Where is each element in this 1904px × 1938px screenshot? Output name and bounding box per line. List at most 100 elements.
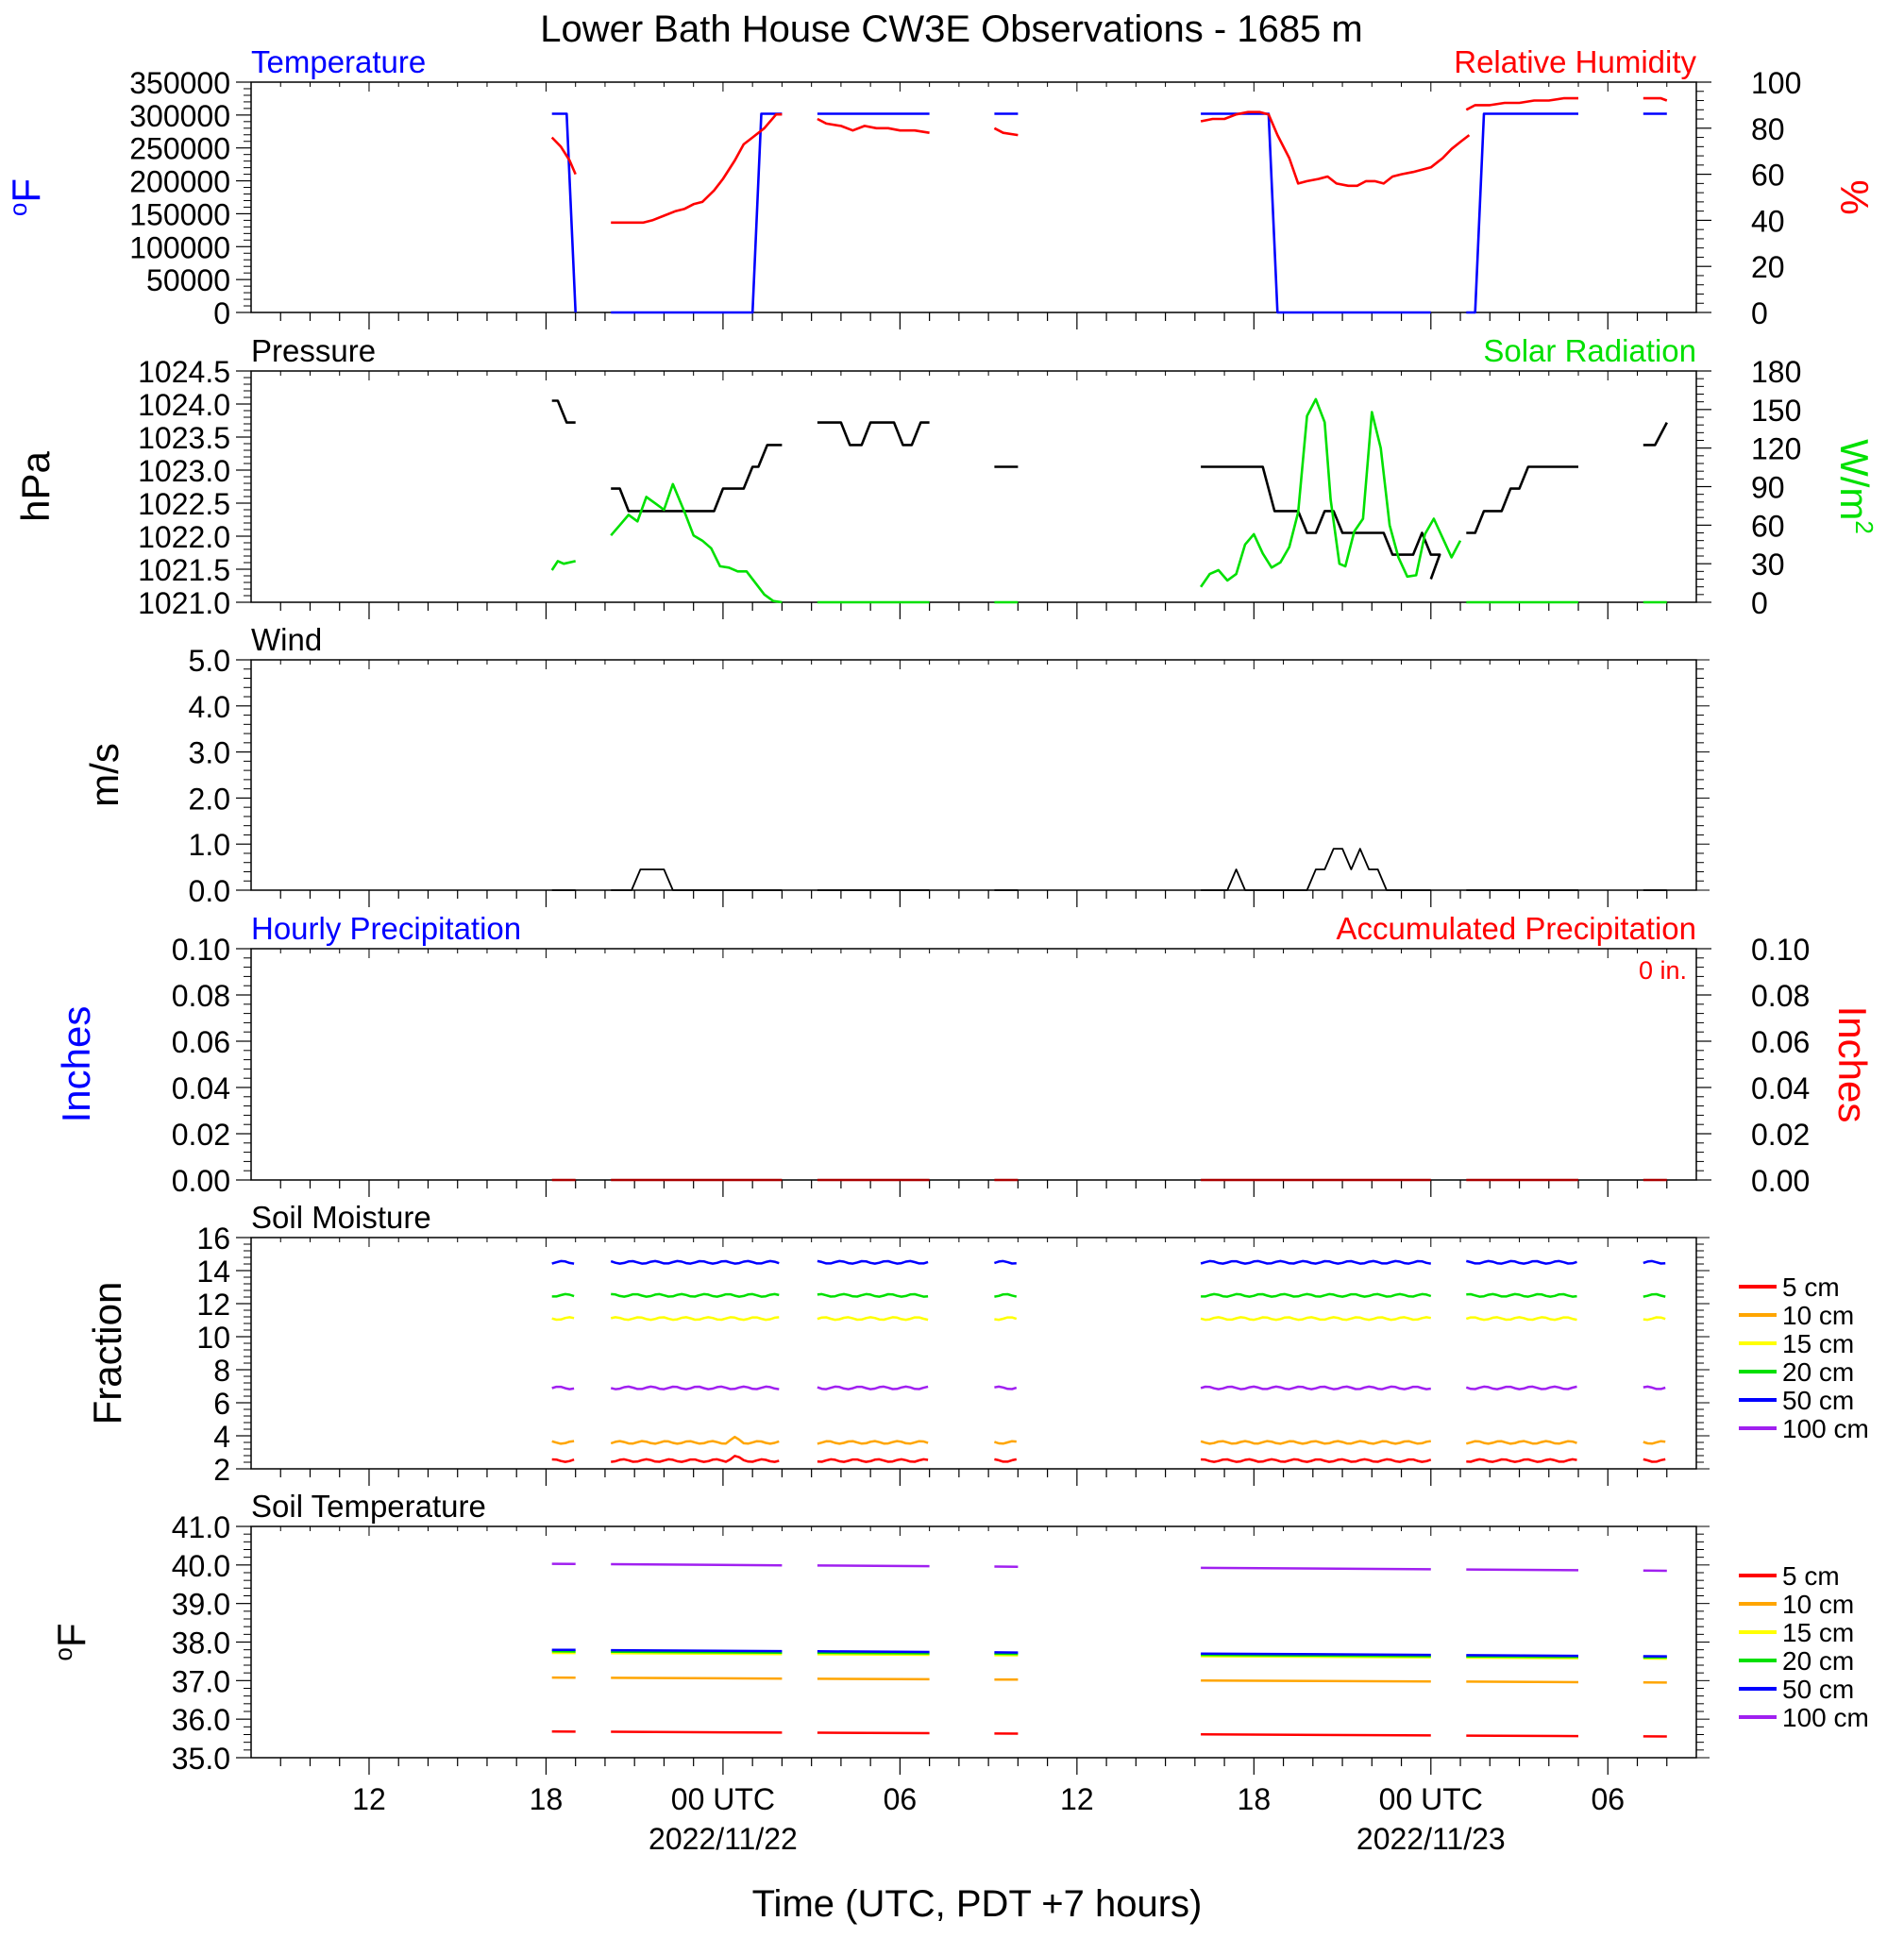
x-axis-label: Time (UTC, PDT +7 hours) (752, 1883, 1203, 1925)
y2-tick-label: 60 (1751, 159, 1785, 193)
series-line-50cm (551, 1259, 575, 1265)
y-tick-label: 300000 (129, 99, 230, 133)
y-tick-label: 14 (196, 1255, 230, 1289)
y-tick-label: 3.0 (189, 736, 230, 770)
y-tick-label: 35.0 (172, 1742, 230, 1776)
series-line-15cm (994, 1316, 1018, 1322)
panel-precip: 0.00 0.02 0.04 0.06 0.08 0.10 0.00 0.02 0.04 0.06… (54, 911, 1875, 1198)
series-line-50cm (817, 1650, 930, 1654)
x-tick-label: 18 (1238, 1782, 1272, 1816)
y-tick-label: 41.0 (172, 1510, 230, 1544)
y2-tick-label: 180 (1751, 355, 1801, 389)
y-tick-label: 12 (196, 1288, 230, 1322)
panel-soil-temp: 35.0 36.0 37.0 38.0 39.0 40.0 41.0 Soil Tempera… (49, 1489, 1869, 1856)
series-line-50cm (1200, 1259, 1432, 1265)
series-line-10cm (1201, 1678, 1431, 1683)
y-tick-label: 37.0 (172, 1664, 230, 1698)
y2-tick-label: 30 (1751, 548, 1785, 581)
series-line-5cm (817, 1458, 929, 1463)
series-line-50cm (611, 1648, 783, 1653)
x-date-label: 2022/11/22 (649, 1822, 798, 1856)
panels: 0500001000001500002000002500003000003500… (4, 44, 1879, 1856)
series-line-10cm (817, 1677, 930, 1681)
y-tick-label: 0.0 (189, 874, 230, 908)
x-tick-label: 12 (352, 1782, 386, 1816)
x-tick-label: 00 UTC (671, 1782, 775, 1816)
legend-label: 50 cm (1782, 1386, 1854, 1415)
y-axis-unit: Fraction (85, 1282, 129, 1425)
series-line-100cm (1465, 1385, 1577, 1390)
panel-label-left: Wind (251, 622, 322, 657)
y-axis-unit: Inches (1830, 1006, 1875, 1123)
series-line-50cm (993, 1259, 1017, 1265)
series-line-red (611, 112, 783, 225)
x-tick-label: 12 (1060, 1782, 1094, 1816)
chart-title: Lower Bath House CW3E Observations - 168… (540, 8, 1363, 50)
y-tick-label: 1022.5 (138, 487, 230, 521)
y2-tick-label: 40 (1751, 204, 1785, 238)
series-line-15cm (1465, 1316, 1577, 1322)
series-line-black (1643, 421, 1668, 447)
series-line-20cm (551, 1292, 575, 1298)
y-tick-label: 6 (213, 1387, 230, 1421)
x-tick-label: 06 (1591, 1782, 1625, 1816)
series-line-black (817, 421, 930, 447)
series-line-50cm (610, 1259, 780, 1265)
y-tick-label: 39.0 (172, 1588, 230, 1622)
legend-label: 5 cm (1782, 1561, 1840, 1591)
series-line-20cm (994, 1292, 1018, 1298)
panel-label-left: Pressure (251, 333, 376, 368)
series-line-red (550, 136, 577, 176)
y-tick-label: 16 (196, 1222, 230, 1255)
y-tick-label: 38.0 (172, 1626, 230, 1660)
series-line-50cm (1466, 1259, 1577, 1265)
series-line-5cm (1201, 1458, 1432, 1463)
y-tick-label: 0 (213, 296, 230, 330)
series-line-15cm (1643, 1316, 1666, 1322)
legend-label: 5 cm (1782, 1272, 1840, 1302)
plot-frame (250, 1525, 1697, 1759)
y-tick-label: 4 (213, 1420, 230, 1454)
y2-tick-label: 0.04 (1751, 1071, 1810, 1105)
series-line-100cm (1201, 1566, 1431, 1571)
plot-frame (250, 370, 1697, 603)
plot-frame (250, 1237, 1697, 1470)
panel-label-left: Hourly Precipitation (251, 911, 521, 946)
series-line-red (1465, 96, 1578, 111)
series-line-red (817, 117, 930, 134)
y-axis-unit: oF (4, 178, 48, 216)
y2-tick-label: 20 (1751, 250, 1785, 284)
series-line-red (1200, 110, 1471, 188)
y-tick-label: 0.04 (172, 1071, 230, 1105)
y2-tick-label: 90 (1751, 471, 1785, 505)
y-axis-unit: oF (49, 1623, 93, 1660)
precip-total: 0 in. (1639, 956, 1687, 985)
series-line-10cm (1465, 1440, 1577, 1445)
series-line-50cm (1201, 1652, 1431, 1657)
series-line-10cm (610, 1435, 780, 1445)
series-line-blue (611, 112, 783, 314)
plot-frame (250, 659, 1697, 891)
panel-label-right: Accumulated Precipitation (1336, 911, 1696, 946)
y2-tick-label: 80 (1751, 112, 1785, 146)
series-line-20cm (1466, 1292, 1577, 1298)
series-line-black (1466, 465, 1578, 534)
series-line-100cm (817, 1564, 930, 1568)
x-date-label: 2022/11/23 (1356, 1822, 1506, 1856)
series-line-5cm (611, 1730, 783, 1734)
series-line-green (550, 560, 576, 571)
series-line-5cm (994, 1458, 1018, 1463)
series-line-50cm (817, 1259, 929, 1265)
y2-tick-label: 0 (1751, 586, 1768, 620)
panel-label-right: Solar Radiation (1483, 333, 1696, 368)
y2-tick-label: 0.06 (1751, 1025, 1810, 1059)
y-tick-label: 4.0 (189, 690, 230, 724)
series-line-100cm (817, 1385, 929, 1390)
panel-label-left: Temperature (251, 44, 426, 79)
y-tick-label: 10 (196, 1321, 230, 1355)
series-line-15cm (1466, 1656, 1579, 1660)
y-tick-label: 100000 (129, 230, 230, 264)
series-line-5cm (1466, 1734, 1579, 1738)
